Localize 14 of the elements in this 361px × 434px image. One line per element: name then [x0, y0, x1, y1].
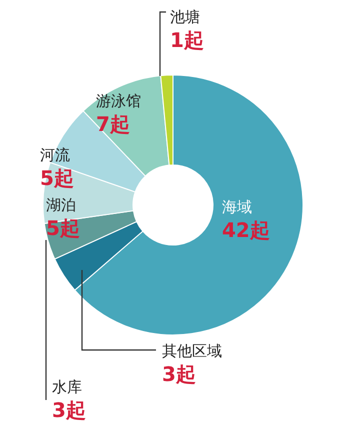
slice-label: 游泳馆	[96, 92, 141, 110]
slice-label: 海域	[222, 198, 252, 216]
slice-label: 其他区域	[162, 342, 222, 360]
data-label: 42起	[222, 218, 270, 242]
data-label: 5起	[40, 166, 74, 190]
data-label: 5起	[46, 216, 80, 240]
slice-label: 池塘	[170, 8, 200, 26]
data-label: 3起	[162, 362, 196, 386]
slice-label: 河流	[40, 146, 70, 164]
data-label: 3起	[52, 398, 86, 422]
slice-label: 水库	[52, 378, 82, 396]
slice-label: 湖泊	[46, 196, 76, 214]
data-label: 1起	[170, 28, 204, 52]
data-label: 7起	[96, 112, 130, 136]
